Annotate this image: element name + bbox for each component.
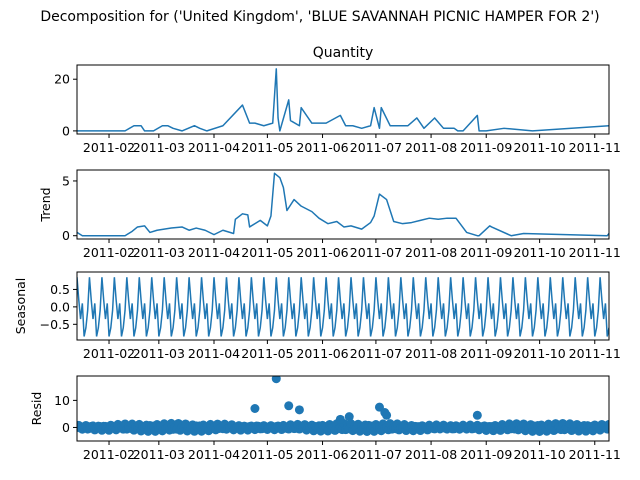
resid-outlier-point: [294, 405, 304, 415]
axes-frame: [76, 169, 610, 240]
x-tick-label: 2011-06: [296, 447, 348, 462]
axes-frame: [76, 64, 610, 135]
y-tick-label: 10: [54, 393, 70, 408]
x-tick-label: 2011-09: [460, 245, 512, 260]
resid-outlier-point: [284, 401, 294, 411]
y-tick-label: 0.0: [50, 299, 70, 314]
x-tick-label: 2011-05: [241, 346, 293, 361]
resid-outlier-point: [344, 412, 354, 422]
x-tick-label: 2011-03: [133, 447, 185, 462]
x-tick-label: 2011-10: [513, 140, 565, 155]
resid-point: [604, 419, 609, 429]
x-tick-label: 2011-04: [188, 346, 240, 361]
resid-outlier-point: [382, 410, 392, 420]
resid-outlier-point: [250, 404, 260, 413]
x-tick-label: 2011-08: [405, 245, 457, 260]
x-tick-label: 2011-11: [569, 346, 621, 361]
axes-frame: [76, 271, 610, 341]
plot-area: [77, 172, 609, 237]
trend-line: [77, 172, 609, 237]
y-axis-label: Resid: [29, 392, 44, 426]
axes-frame: [76, 375, 610, 442]
x-tick-label: 2011-10: [513, 346, 565, 361]
x-tick-label: 2011-10: [513, 447, 565, 462]
y-tick-label: 20: [54, 72, 70, 87]
quantity-line: [77, 68, 609, 132]
seasonal-line: [77, 277, 609, 337]
x-tick-label: 2011-07: [350, 447, 402, 462]
x-tick-label: 2011-09: [460, 447, 512, 462]
resid-outlier-point: [335, 414, 345, 424]
x-tick-label: 2011-08: [405, 140, 457, 155]
x-tick-label: 2011-02: [83, 245, 135, 260]
x-tick-label: 2011-11: [569, 140, 621, 155]
x-tick-label: 2011-11: [569, 245, 621, 260]
x-tick-label: 2011-06: [296, 346, 348, 361]
x-tick-label: 2011-07: [350, 346, 402, 361]
y-axis-label: Trend: [38, 187, 53, 222]
x-tick-label: 2011-09: [460, 346, 512, 361]
x-tick-label: 2011-08: [405, 346, 457, 361]
x-tick-label: 2011-04: [188, 140, 240, 155]
x-tick-label: 2011-08: [405, 447, 457, 462]
plot-area: [77, 376, 609, 436]
x-tick-label: 2011-05: [241, 447, 293, 462]
y-tick-label: 0: [62, 420, 70, 435]
resid-outlier-point: [472, 410, 482, 420]
x-tick-label: 2011-10: [513, 245, 565, 260]
x-tick-label: 2011-09: [460, 140, 512, 155]
y-axis-label: Seasonal: [13, 278, 28, 335]
x-tick-label: 2011-11: [569, 447, 621, 462]
x-tick-label: 2011-06: [296, 245, 348, 260]
y-tick-label: −0.5: [40, 317, 70, 332]
x-tick-label: 2011-02: [83, 447, 135, 462]
x-tick-label: 2011-03: [133, 346, 185, 361]
x-tick-label: 2011-05: [241, 140, 293, 155]
x-tick-label: 2011-04: [188, 447, 240, 462]
x-tick-label: 2011-07: [350, 245, 402, 260]
x-tick-label: 2011-07: [350, 140, 402, 155]
y-tick-label: 0: [62, 123, 70, 138]
plot-area: [77, 277, 609, 337]
x-tick-label: 2011-05: [241, 245, 293, 260]
panel-title-quantity: Quantity: [313, 45, 374, 61]
x-tick-label: 2011-02: [83, 140, 135, 155]
x-tick-label: 2011-03: [133, 140, 185, 155]
y-tick-label: 0.5: [50, 282, 70, 297]
y-tick-label: 0: [62, 228, 70, 243]
plot-area: [77, 68, 609, 132]
x-tick-label: 2011-04: [188, 245, 240, 260]
x-tick-label: 2011-06: [296, 140, 348, 155]
y-tick-label: 5: [62, 173, 70, 188]
x-tick-label: 2011-03: [133, 245, 185, 260]
figure-suptitle: Decomposition for ('United Kingdom', 'BL…: [40, 9, 599, 25]
resid-outlier-point: [271, 376, 281, 384]
x-tick-label: 2011-02: [83, 346, 135, 361]
